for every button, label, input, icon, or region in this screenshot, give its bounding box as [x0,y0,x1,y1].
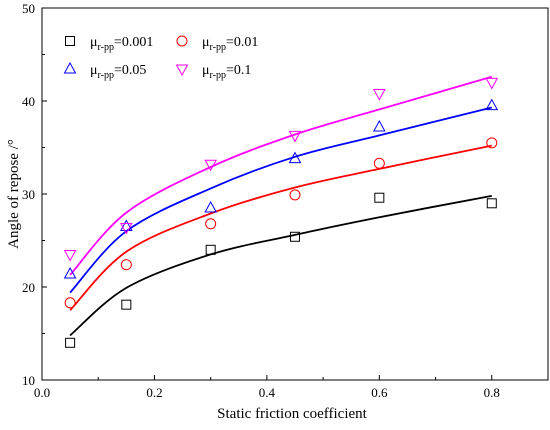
legend-label-value: =0.1 [226,63,251,78]
data-point-series-3 [204,200,218,213]
y-tick-label: 50 [22,1,35,16]
x-axis-label: Static friction coefficient [217,406,367,422]
x-tick-label: 0.8 [484,385,500,400]
data-point-series-2 [205,218,217,230]
x-tick-label: 0.4 [259,385,276,400]
legend-label-subscript: r-pp [98,70,114,81]
y-tick-label: 10 [22,373,35,388]
legend-label-series-3: μr-pp=0.05 [90,63,146,81]
legend-label-series-1: μr-pp=0.001 [90,35,153,53]
data-point-series-2 [64,297,76,309]
legend-label-value: =0.001 [114,35,153,50]
data-point-series-2 [120,259,132,271]
legend-label-series-2: μr-pp=0.01 [202,35,258,53]
data-point-series-1 [290,231,300,242]
y-tick-label: 40 [22,94,35,109]
data-point-series-1 [486,198,497,209]
legend-label-value: =0.01 [226,35,258,50]
data-point-series-1 [121,299,132,310]
data-point-series-2 [373,157,385,169]
legend-label-symbol: μ [202,35,210,50]
fit-curve-series-2 [69,144,492,311]
fit-curve-series-1 [69,195,492,337]
data-point-series-3 [288,151,302,164]
y-tick-label: 30 [22,187,35,202]
data-point-series-4 [288,130,302,143]
y-axis-label: Angle of repose /° [6,139,22,249]
data-point-series-4 [485,77,499,90]
legend-label-symbol: μ [90,63,98,78]
x-tick-label: 0.2 [146,385,162,400]
legend-label-subscript: r-pp [210,42,226,53]
data-point-series-4 [63,249,77,262]
y-tick-label: 20 [22,280,35,295]
x-tick-label: 0.0 [34,385,50,400]
data-point-series-2 [289,189,301,201]
data-point-series-2 [486,137,498,149]
legend-marker-series-2 [176,35,188,47]
legend-marker-series-4 [175,64,189,77]
data-point-series-3 [485,98,499,111]
data-point-series-3 [372,120,386,132]
data-point-series-4 [204,159,218,172]
legend-marker-series-3 [63,61,77,74]
fit-curve-series-3 [69,106,493,294]
legend-label-value: =0.05 [114,63,146,78]
data-point-series-3 [63,266,77,279]
fit-curve-series-4 [69,75,493,276]
data-point-series-1 [205,244,216,255]
legend-marker-series-1 [65,36,75,46]
legend-label-symbol: μ [202,63,210,78]
legend-label-series-4: μr-pp=0.1 [202,63,251,81]
legend-label-subscript: r-pp [98,42,114,53]
legend-label-symbol: μ [90,35,98,50]
data-point-series-4 [119,222,133,235]
legend-label-subscript: r-pp [210,70,226,81]
data-point-series-1 [65,337,76,348]
data-point-series-3 [119,219,133,232]
x-tick-label: 0.6 [371,385,388,400]
data-point-series-1 [374,192,385,203]
data-point-series-4 [372,89,386,101]
